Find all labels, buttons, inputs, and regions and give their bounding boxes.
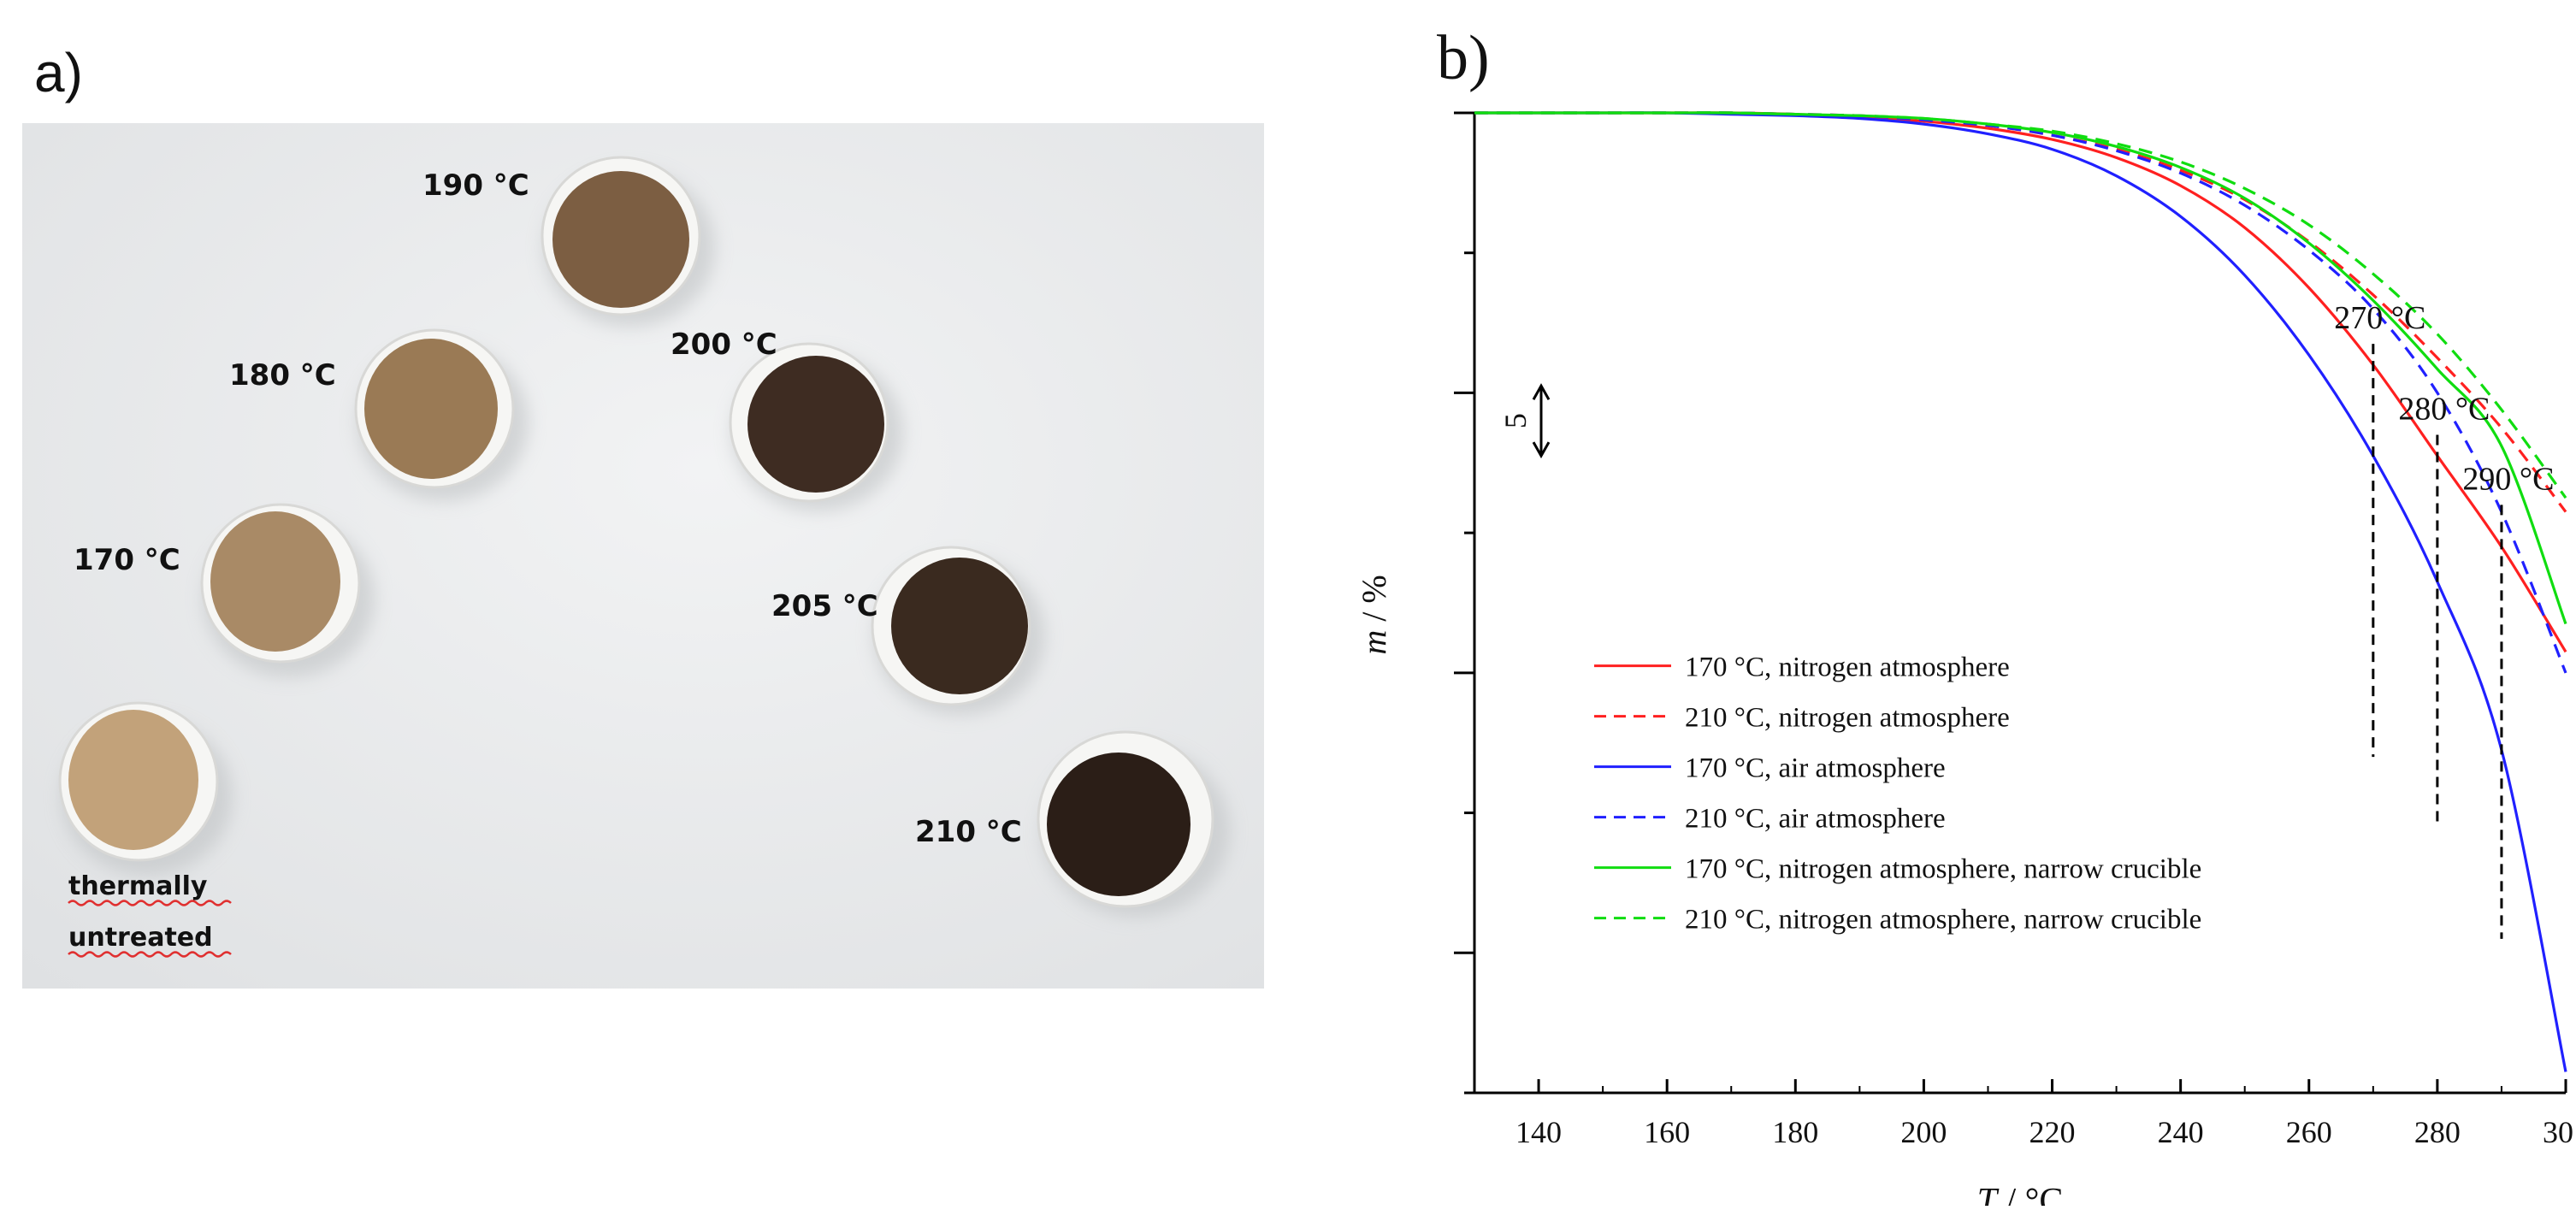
y-axis-label: m / % xyxy=(1355,575,1393,654)
sample-190-fill xyxy=(552,171,689,308)
chart-legend: 170 °C, nitrogen atmosphere 210 °C, nitro… xyxy=(1594,652,2201,936)
sample-photo-canvas: 190 °C 180 °C 200 °C 170 °C 205 °C 210 °… xyxy=(22,123,1264,989)
series-line-3 xyxy=(1474,111,2567,674)
annotation-label-0: 270 °C xyxy=(2334,300,2425,336)
legend-entry-2: 170 °C, air atmosphere xyxy=(1685,753,1946,784)
x-tick-label: 280 xyxy=(2414,1115,2461,1149)
label-untreated-line1: thermally xyxy=(68,871,208,901)
sample-210-fill xyxy=(1047,753,1191,896)
x-tick-label: 220 xyxy=(2029,1115,2076,1149)
cup-180 xyxy=(354,328,529,501)
chart-labels: T / °C m / % xyxy=(1355,575,2064,1210)
x-tick-label: 300 xyxy=(2543,1115,2574,1149)
legend-entry-1: 210 °C, nitrogen atmosphere xyxy=(1685,703,2010,734)
label-210: 210 °C xyxy=(915,815,1022,849)
cup-205 xyxy=(871,546,1045,715)
annotation-label-2: 290 °C xyxy=(2462,461,2554,497)
panel-a-label: a) xyxy=(34,42,83,103)
label-untreated-line2: untreated xyxy=(68,923,213,953)
sample-untreated-fill xyxy=(68,710,198,850)
legend-entry-3: 210 °C, air atmosphere xyxy=(1685,804,1946,835)
label-180: 180 °C xyxy=(229,358,336,393)
label-170: 170 °C xyxy=(74,543,180,577)
x-tick-label: 200 xyxy=(1900,1115,1947,1149)
scale-bar-label: 5 xyxy=(1498,413,1533,428)
series-line-0 xyxy=(1474,111,2567,653)
series-line-5 xyxy=(1474,111,2567,499)
tga-chart: 140 160 180 200 220 240 260 280 300 5 270 °C 280 °… xyxy=(1334,77,2576,1210)
cup-200 xyxy=(729,342,903,511)
x-tick-label: 240 xyxy=(2158,1115,2204,1149)
label-190: 190 °C xyxy=(422,168,529,203)
tga-chart-svg: 140 160 180 200 220 240 260 280 300 5 270 °C 280 °… xyxy=(1355,111,2576,1210)
x-tick-label: 160 xyxy=(1644,1115,1690,1149)
series-line-4 xyxy=(1474,111,2567,625)
scale-bar-arrow-up xyxy=(1532,383,1551,400)
sample-photo: 190 °C 180 °C 200 °C 170 °C 205 °C 210 °… xyxy=(22,123,1264,989)
scale-bar-arrow-down xyxy=(1532,441,1551,459)
cup-210 xyxy=(1037,730,1230,917)
label-200: 200 °C xyxy=(671,328,777,362)
x-tick-label: 140 xyxy=(1515,1115,1562,1149)
x-tick-label: 180 xyxy=(1772,1115,1818,1149)
cup-170 xyxy=(200,503,375,677)
legend-entry-0: 170 °C, nitrogen atmosphere xyxy=(1685,652,2010,683)
cup-190 xyxy=(541,156,715,327)
spellcheck-underline xyxy=(68,951,232,958)
chart-series xyxy=(1474,111,2567,1072)
chart-annotations: 270 °C 280 °C 290 °C xyxy=(2334,300,2554,939)
sample-170-fill xyxy=(210,511,340,652)
chart-axes: 140 160 180 200 220 240 260 280 300 5 xyxy=(1454,111,2576,1149)
sample-200-fill xyxy=(747,356,884,493)
cup-untreated xyxy=(58,701,233,876)
spellcheck-underline xyxy=(68,900,232,906)
sample-205-fill xyxy=(891,558,1028,694)
panel-b-label: b) xyxy=(1437,23,1490,93)
legend-entry-5: 210 °C, nitrogen atmosphere, narrow cruc… xyxy=(1685,905,2201,936)
x-tick-label: 260 xyxy=(2286,1115,2332,1149)
x-axis-label: T / °C xyxy=(1977,1182,2064,1206)
sample-180-fill xyxy=(364,339,498,479)
label-205: 205 °C xyxy=(771,589,878,623)
legend-entry-4: 170 °C, nitrogen atmosphere, narrow cruc… xyxy=(1685,854,2201,885)
annotation-label-1: 280 °C xyxy=(2398,392,2490,428)
